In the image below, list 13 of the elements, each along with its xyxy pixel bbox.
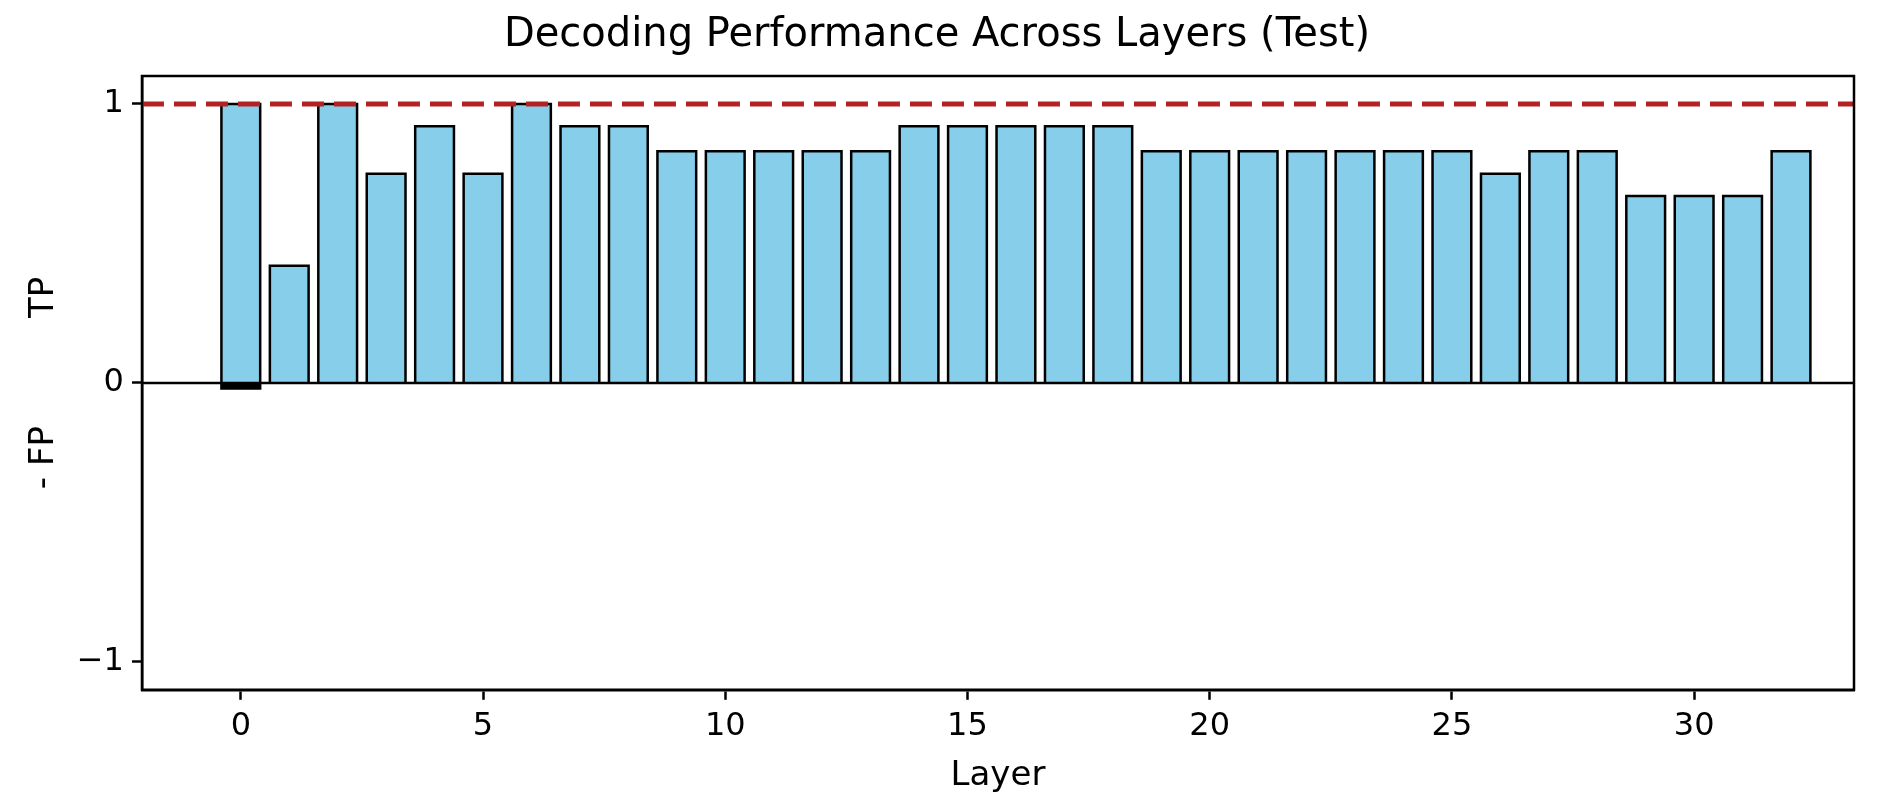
y-tick-label: 0 (103, 361, 124, 400)
x-tick-label: 0 (230, 705, 251, 744)
x-tick-label: 30 (1673, 705, 1715, 744)
x-tick-label: 5 (472, 705, 494, 744)
x-tick-label: 10 (704, 705, 746, 744)
y-tick-label: −1 (76, 640, 124, 679)
x-tick-label: 15 (947, 705, 988, 744)
x-axis-title: Layer (950, 753, 1046, 794)
y-tick-label: 1 (103, 82, 124, 121)
y-axis-title: - FP TP (21, 276, 62, 490)
chart-title: Decoding Performance Across Layers (Test) (503, 9, 1371, 56)
x-tick-label: 25 (1431, 705, 1473, 744)
x-tick-label: 20 (1189, 705, 1231, 744)
